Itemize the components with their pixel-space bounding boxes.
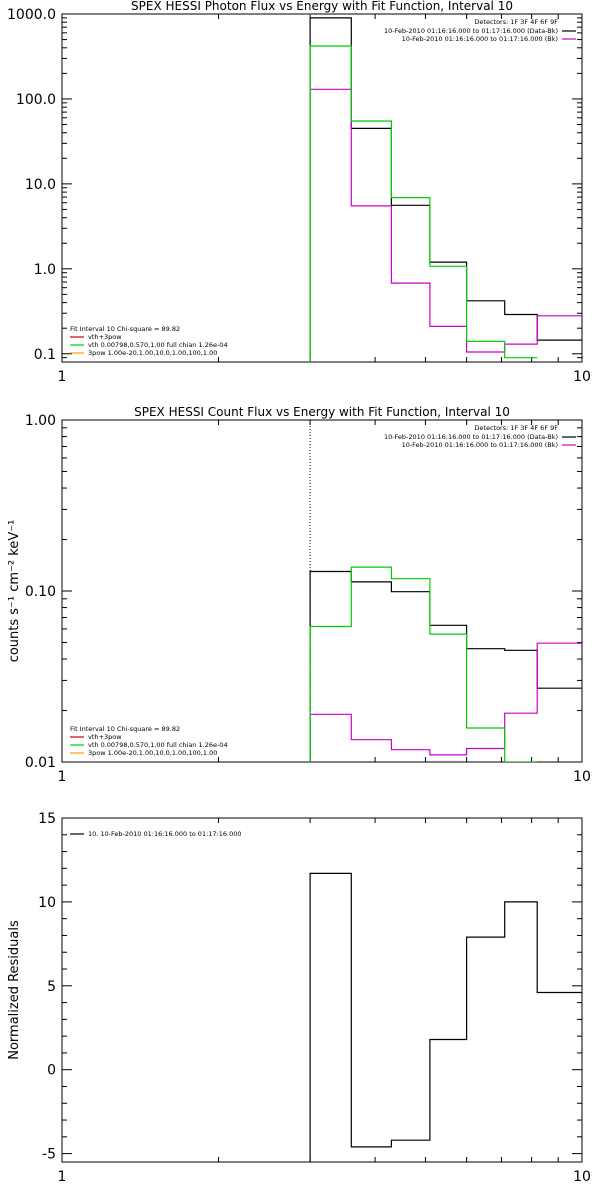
y-tick-label: 0.01: [25, 755, 56, 771]
x-tick-label: 1: [58, 1169, 67, 1185]
y-tick-label: 0: [47, 1063, 56, 1079]
series-line: [309, 872, 582, 1162]
series-line: [309, 642, 582, 762]
x-tick-label: 10: [573, 1169, 591, 1185]
legend-label: 10-Feb-2010 01:16:16.000 to 01:17:16.000…: [384, 27, 558, 35]
plot-frame: [61, 419, 583, 763]
y-tick-label: 10: [38, 895, 56, 911]
legend-label: 3pow 1.00e-20,1.00,10.0,1.00,100,1.00: [88, 749, 217, 757]
y-axis-label: Normalized Residuals: [7, 920, 22, 1060]
legend-label: 10. 10-Feb-2010 01:16:16.000 to 01:17:16…: [88, 830, 241, 838]
y-tick-label: 0.1: [34, 347, 56, 363]
y-tick-label: -5: [42, 1147, 56, 1163]
legend-label: vth 0.00798,0.570,1.00 full chian 1.26e-…: [88, 341, 228, 349]
x-tick-label: 1: [58, 769, 67, 785]
y-tick-label: 1000.0: [7, 7, 56, 23]
y-axis-label: counts s⁻¹ cm⁻² keV⁻¹: [7, 520, 22, 663]
chart-title: SPEX HESSI Count Flux vs Energy with Fit…: [134, 405, 510, 419]
legend-header: Detectors: 1F 3F 4F 6F 9F: [474, 424, 558, 432]
x-tick-label: 1: [58, 369, 67, 385]
legend-label: 10-Feb-2010 01:16:16.000 to 01:17:16.000…: [402, 35, 558, 43]
y-tick-label: 5: [47, 979, 56, 995]
series-line: [310, 88, 582, 353]
y-tick-label: 10.0: [25, 177, 56, 193]
y-tick-label: 0.10: [25, 584, 56, 600]
series-line: [309, 566, 538, 762]
legend-label: vth 0.00798,0.570,1.00 full chian 1.26e-…: [88, 741, 228, 749]
x-tick-label: 10: [573, 369, 591, 385]
y-tick-label: 15: [38, 811, 56, 827]
legend-label: 10-Feb-2010 01:16:16.000 to 01:17:16.000…: [402, 441, 558, 449]
legend-label: 3pow 1.00e-20,1.00,10.0,1.00,100,1.00: [88, 349, 217, 357]
legend-label: 10-Feb-2010 01:16:16.000 to 01:17:16.000…: [384, 433, 558, 441]
legend-header: Fit Interval 10 Chi-square = 89.82: [70, 325, 180, 333]
x-tick-label: 10: [573, 769, 591, 785]
plot-frame: [61, 817, 583, 1163]
y-tick-label: 1.00: [25, 413, 56, 429]
y-tick-label: 1.0: [34, 262, 56, 278]
plot-frame: [61, 13, 583, 363]
legend-label: vth+3pow: [88, 333, 122, 341]
legend-label: vth+3pow: [88, 733, 122, 741]
y-tick-label: 100.0: [16, 92, 56, 108]
chart-title: SPEX HESSI Photon Flux vs Energy with Fi…: [131, 0, 513, 13]
legend-header: Fit Interval 10 Chi-square = 89.82: [70, 725, 180, 733]
series-line: [309, 45, 538, 362]
legend-header: Detectors: 1F 3F 4F 6F 9F: [474, 18, 558, 26]
